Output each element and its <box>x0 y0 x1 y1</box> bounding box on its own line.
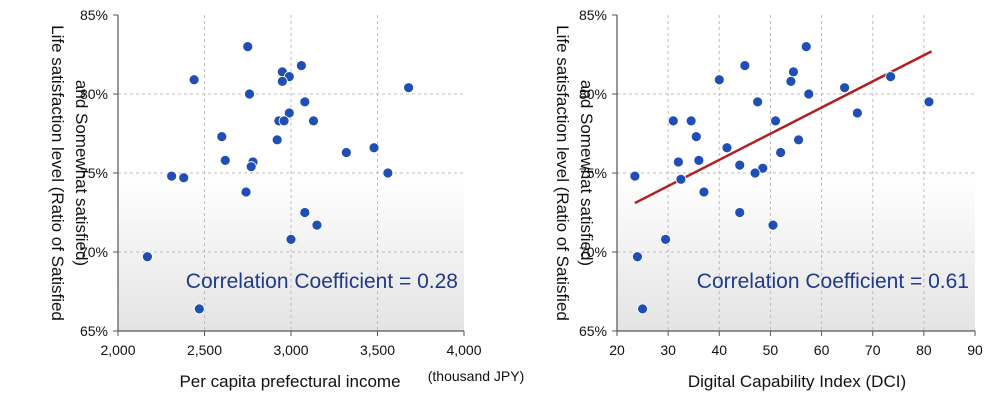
y-tick-label: 65% <box>80 323 108 339</box>
data-point <box>178 172 190 184</box>
data-point <box>693 154 705 166</box>
data-point <box>675 173 687 185</box>
data-point <box>923 96 935 108</box>
data-point <box>368 142 380 154</box>
data-point <box>216 131 228 143</box>
data-point <box>757 162 769 174</box>
data-point <box>240 186 252 198</box>
data-point <box>749 167 761 179</box>
y-tick-label: 75% <box>579 165 607 181</box>
x-tick-label: 30 <box>660 342 676 358</box>
data-point <box>713 74 725 86</box>
data-point <box>295 60 307 71</box>
y-tick-label: 85% <box>579 7 607 23</box>
data-point <box>276 75 288 87</box>
data-point <box>629 170 641 182</box>
y-tick-label: 80% <box>579 86 607 102</box>
y-tick-label: 80% <box>80 86 108 102</box>
correlation-annotation: Correlation Coefficient = 0.28 <box>186 270 458 293</box>
data-point <box>739 60 751 71</box>
data-point <box>244 88 255 100</box>
data-point <box>403 82 415 94</box>
correlation-annotation: Correlation Coefficient = 0.61 <box>697 270 969 293</box>
data-point <box>839 82 850 94</box>
y-axis-title-line1: Life satisfaction level (Ratio of Satisf… <box>48 25 67 321</box>
data-point <box>770 115 781 127</box>
data-point <box>271 134 283 146</box>
x-tick-label: 60 <box>814 342 830 358</box>
data-point <box>690 131 702 143</box>
data-point <box>775 147 787 158</box>
data-point <box>283 107 295 119</box>
data-point <box>803 88 815 100</box>
data-point <box>166 170 178 182</box>
data-point <box>637 303 648 315</box>
x-tick-label: 3,500 <box>360 342 395 358</box>
data-point <box>685 115 697 127</box>
data-point <box>382 167 394 179</box>
data-point <box>734 159 746 171</box>
data-point <box>752 96 764 108</box>
data-point <box>632 251 643 263</box>
data-point <box>308 115 319 127</box>
data-point <box>734 207 746 218</box>
data-point <box>278 115 290 127</box>
data-point <box>800 41 812 52</box>
y-tick-label: 65% <box>579 323 607 339</box>
x-tick-label: 2,500 <box>187 342 222 358</box>
data-point <box>767 219 779 231</box>
data-point <box>788 66 799 78</box>
y-tick-label: 75% <box>80 165 108 181</box>
x-tick-label: 70 <box>865 342 881 358</box>
data-point <box>660 233 671 245</box>
data-point <box>667 115 679 127</box>
x-tick-label: 50 <box>763 342 779 358</box>
y-tick-label: 85% <box>80 7 108 23</box>
x-tick-label: 80 <box>916 342 932 358</box>
y-tick-label: 70% <box>80 244 108 260</box>
data-point <box>299 207 311 218</box>
x-tick-label: 4,000 <box>446 342 481 358</box>
data-point <box>142 251 153 263</box>
y-tick-label: 70% <box>579 244 607 260</box>
y-axis-title-line1: Life satisfaction level (Ratio of Satisf… <box>553 25 572 321</box>
x-tick-label: 3,000 <box>273 342 308 358</box>
x-tick-label: 40 <box>711 342 727 358</box>
data-point <box>851 107 863 119</box>
x-axis-title: Digital Capability Index (DCI) <box>688 372 906 391</box>
data-point <box>193 303 205 315</box>
x-tick-label: 90 <box>967 342 983 358</box>
data-point <box>285 233 297 245</box>
data-point <box>245 161 257 173</box>
data-point <box>242 41 254 52</box>
x-axis-title: Per capita prefectural income <box>179 372 400 391</box>
data-point <box>793 134 804 146</box>
data-point <box>698 186 710 198</box>
x-axis-unit: (thousand JPY) <box>428 368 525 384</box>
data-point <box>219 154 231 166</box>
y-axis-title-line2: and Somewhat satisfied) <box>72 80 91 266</box>
x-tick-label: 20 <box>609 342 625 358</box>
data-point <box>672 156 684 168</box>
data-point <box>885 71 897 83</box>
data-point <box>340 147 352 158</box>
data-point <box>188 74 200 86</box>
data-point <box>785 75 797 87</box>
x-tick-label: 2,000 <box>100 342 135 358</box>
data-point <box>311 219 323 231</box>
data-point <box>299 96 311 108</box>
y-axis-title-line2: and Somewhat satisfied) <box>577 80 596 266</box>
data-point <box>721 142 733 154</box>
